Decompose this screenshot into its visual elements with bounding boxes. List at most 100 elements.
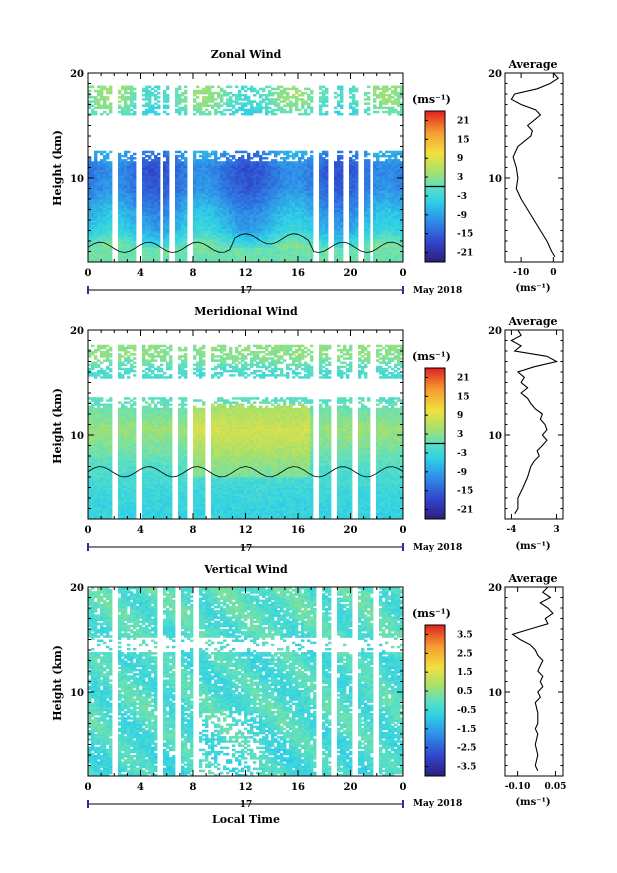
heatmap-cell [232, 186, 236, 189]
heatmap-cell [97, 194, 101, 198]
heatmap-cell [298, 251, 302, 254]
heatmap-cell [100, 203, 104, 206]
heatmap-cell [148, 207, 152, 210]
heatmap-cell [379, 175, 383, 179]
heatmap-cell [208, 96, 212, 99]
heatmap-cell [379, 171, 383, 175]
heatmap-cell [349, 220, 353, 223]
heatmap-cell [385, 180, 389, 183]
heatmap-cell [319, 186, 323, 189]
heatmap-cell [178, 241, 182, 244]
heatmap-cell [178, 163, 182, 166]
heatmap-cell [208, 167, 212, 170]
heatmap-cell [133, 167, 137, 170]
heatmap-cell [94, 192, 98, 196]
heatmap-cell [181, 255, 185, 259]
heatmap-cell [151, 91, 155, 95]
heatmap-cell [301, 152, 305, 156]
heatmap-cell [280, 169, 284, 173]
heatmap-cell [271, 201, 275, 204]
heatmap-cell [199, 199, 203, 202]
heatmap-cell [301, 100, 305, 103]
heatmap-cell [88, 161, 92, 164]
heatmap-cell [118, 194, 122, 198]
heatmap-cell [145, 87, 149, 91]
heatmap-cell [199, 112, 203, 116]
heatmap-cell [349, 251, 353, 254]
heatmap-cell [367, 243, 371, 246]
heatmap-cell [325, 228, 329, 231]
heatmap-cell [106, 161, 110, 164]
heatmap-cell [91, 190, 95, 194]
heatmap-cell [298, 228, 302, 231]
heatmap-cell [106, 163, 110, 166]
heatmap-cell [379, 87, 383, 91]
heatmap-cell [91, 173, 95, 177]
heatmap-cell [292, 87, 296, 91]
heatmap-cell [202, 165, 206, 168]
heatmap-cell [220, 201, 224, 204]
heatmap-cell [229, 188, 233, 191]
heatmap-cell [391, 173, 395, 177]
heatmap-cell [238, 161, 242, 164]
heatmap-cell [250, 203, 254, 206]
heatmap-cell [250, 234, 254, 238]
heatmap-cell [157, 87, 161, 91]
heatmap-cell [163, 173, 167, 177]
heatmap-cell [214, 180, 218, 183]
heatmap-cell [262, 163, 266, 166]
heatmap-cell [232, 207, 236, 210]
heatmap-cell [286, 226, 290, 229]
heatmap-cell [304, 211, 308, 215]
heatmap-cell [277, 165, 281, 168]
heatmap-cell [178, 196, 182, 200]
heatmap-cell [325, 98, 329, 101]
heatmap-cell [262, 100, 266, 103]
heatmap-cell [184, 110, 188, 114]
heatmap-cell [103, 190, 107, 194]
heatmap-cell [133, 238, 137, 242]
heatmap-cell [100, 228, 104, 231]
heatmap-cell [151, 192, 155, 196]
heatmap-cell [235, 238, 239, 242]
heatmap-cell [217, 230, 221, 233]
heatmap-cell [388, 205, 392, 208]
heatmap-cell [100, 178, 104, 181]
heatmap-cell [235, 100, 239, 103]
heatmap-cell [100, 230, 104, 233]
heatmap-cell [238, 245, 242, 248]
heatmap-cell [145, 211, 149, 215]
heatmap-cell [205, 96, 209, 99]
heatmap-cell [259, 201, 263, 204]
heatmap-cell [175, 171, 179, 175]
heatmap-cell [277, 213, 281, 217]
heatmap-cell [223, 178, 227, 181]
heatmap-cell [202, 199, 206, 202]
heatmap-cell [124, 230, 128, 233]
heatmap-cell [127, 167, 131, 170]
heatmap-cell [259, 104, 263, 107]
heatmap-cell [235, 236, 239, 240]
heatmap-cell [301, 190, 305, 194]
heatmap-cell [280, 226, 284, 229]
heatmap-cell [352, 205, 356, 208]
heatmap-cell [223, 245, 227, 248]
heatmap-cell [193, 220, 197, 223]
heatmap-cell [301, 222, 305, 225]
heatmap-cell [154, 247, 158, 250]
heatmap-cell [208, 91, 212, 95]
heatmap-cell [376, 203, 380, 206]
heatmap-cell [295, 259, 299, 263]
heatmap-cell [280, 234, 284, 238]
heatmap-cell [373, 232, 377, 236]
heatmap-cell [322, 100, 326, 103]
heatmap-cell [94, 213, 98, 217]
heatmap-cell [100, 232, 104, 236]
heatmap-cell [262, 94, 266, 97]
heatmap-cell [355, 207, 359, 210]
heatmap-cell [184, 159, 188, 162]
heatmap-cell [337, 161, 341, 164]
heatmap-cell [265, 171, 269, 175]
heatmap-cell [100, 226, 104, 229]
heatmap-cell [238, 230, 242, 233]
